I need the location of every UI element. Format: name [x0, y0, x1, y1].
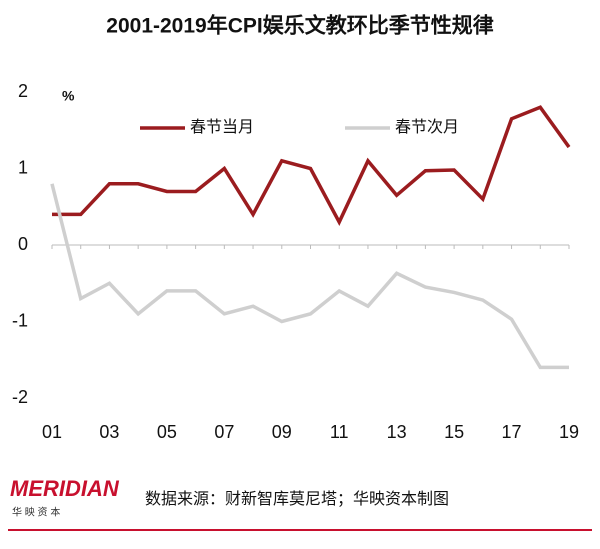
x-tick-label: 11 [330, 422, 349, 442]
x-tick-label: 07 [214, 422, 234, 442]
x-tick-label: 03 [99, 422, 119, 442]
x-tick-label: 13 [387, 422, 407, 442]
y-tick-label: 0 [18, 234, 28, 254]
y-tick-label: -2 [12, 387, 28, 407]
unit-label: % [62, 88, 75, 104]
y-tick-label: 2 [18, 81, 28, 101]
chart-title: 2001-2019年CPI娱乐文教环比季节性规律 [106, 14, 493, 38]
x-tick-label: 15 [444, 422, 464, 442]
x-tick-label: 01 [42, 422, 62, 442]
x-tick-label: 17 [502, 422, 522, 442]
line [50, 183, 569, 370]
y-tick-label: -1 [12, 310, 28, 330]
logo-subtitle: 华 映 资 本 [12, 506, 60, 519]
line [52, 105, 571, 226]
x-tick-label: 09 [272, 422, 292, 442]
logo: MERIDIAN [10, 476, 120, 501]
x-tick-label: 05 [157, 422, 177, 442]
legend-label: 春节次月 [395, 118, 459, 136]
legend-label: 春节当月 [190, 118, 254, 136]
y-tick-label: 1 [18, 157, 28, 177]
source: 数据来源：财新智库莫尼塔；华映资本制图 [145, 490, 449, 508]
x-tick-label: 19 [559, 422, 579, 442]
